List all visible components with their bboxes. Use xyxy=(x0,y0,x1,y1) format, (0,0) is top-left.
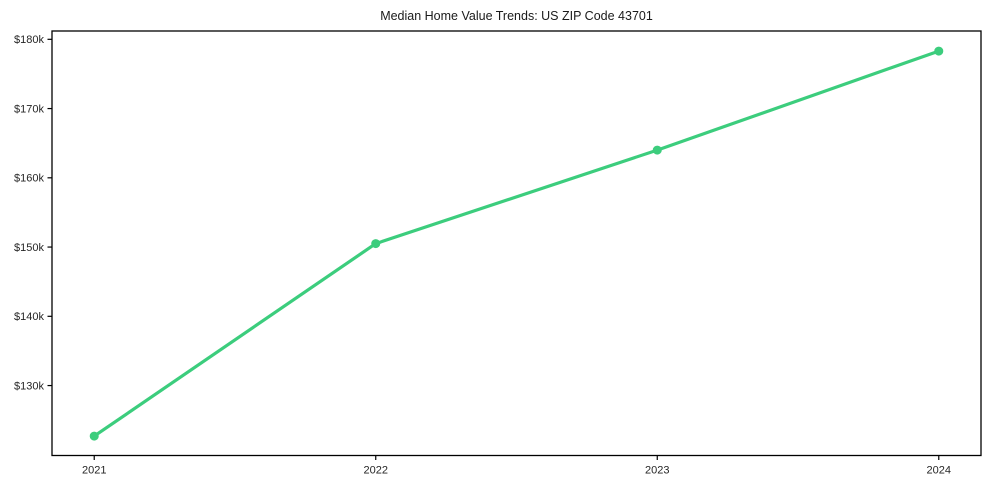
series-line xyxy=(92,49,941,438)
y-tick-label: $150k xyxy=(14,242,44,254)
data-point-marker xyxy=(652,145,662,155)
y-tick-label: $140k xyxy=(14,311,44,323)
chart-title: Median Home Value Trends: US ZIP Code 43… xyxy=(380,9,653,23)
x-tick-label: 2021 xyxy=(82,465,106,477)
x-tick-label: 2024 xyxy=(927,465,951,477)
y-tick-label: $170k xyxy=(14,103,44,115)
y-tick-label: $180k xyxy=(14,34,44,46)
x-tick-label: 2022 xyxy=(364,465,388,477)
data-point-marker xyxy=(934,46,944,56)
plot-frame xyxy=(51,30,982,457)
data-point-marker xyxy=(371,239,381,249)
y-tick-label: $160k xyxy=(14,173,44,185)
data-point-marker xyxy=(89,431,99,441)
plot-area: $130k $140k $150k $160k $170k $180k 2021 2022 20… xyxy=(14,30,982,477)
y-tick-label: $130k xyxy=(14,380,44,392)
x-tick-label: 2023 xyxy=(645,465,669,477)
